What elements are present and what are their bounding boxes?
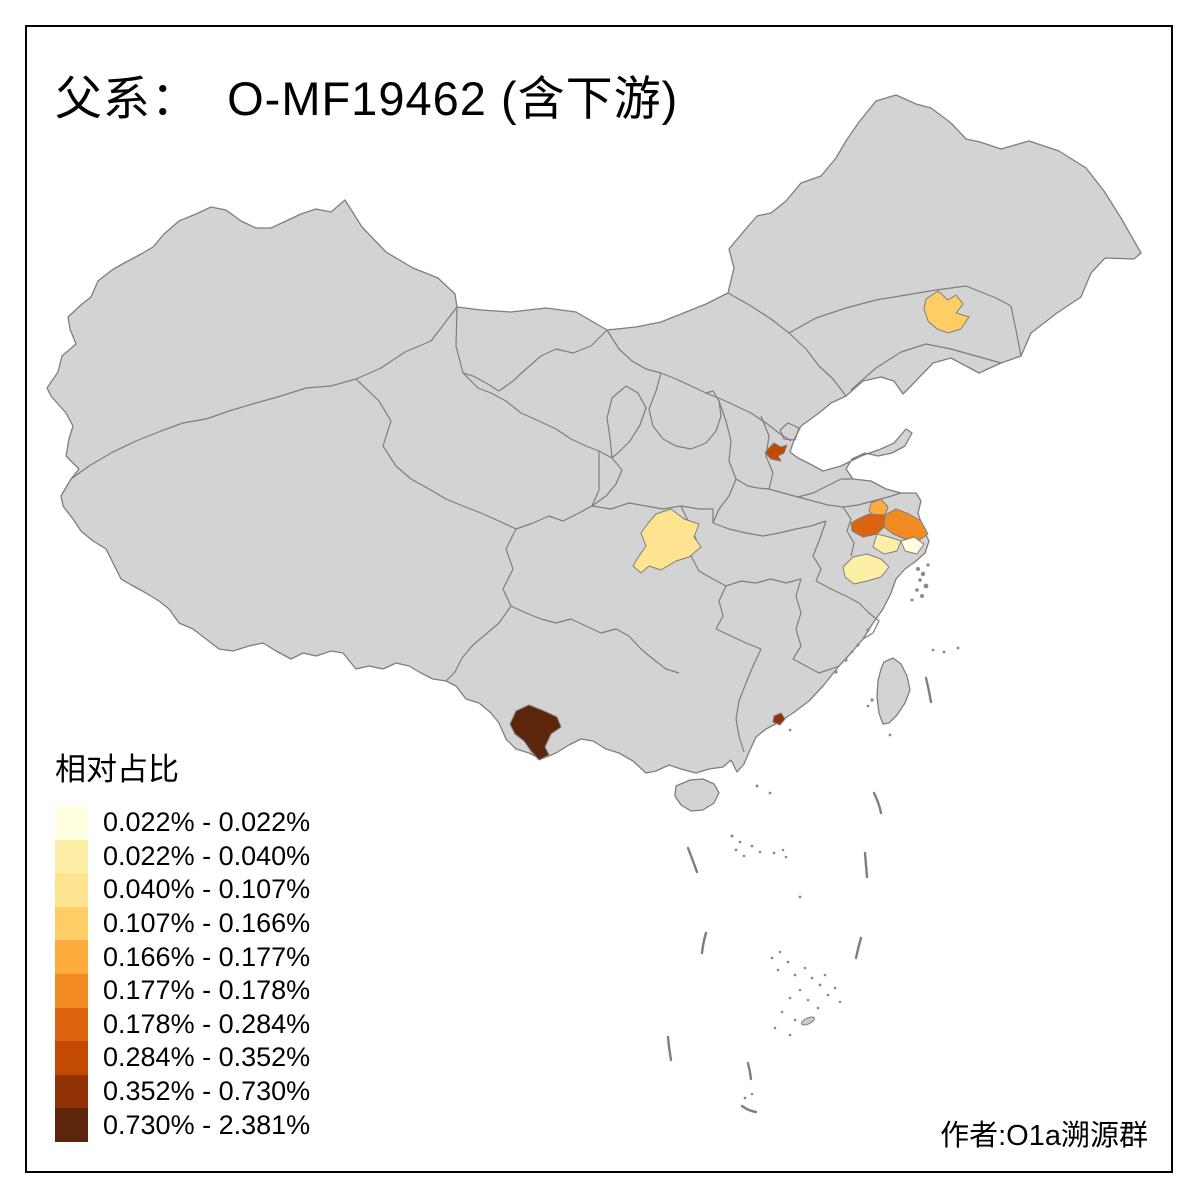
region-shanghai	[900, 536, 925, 555]
legend-item: 0.022% - 0.022%	[55, 806, 310, 840]
nine-dash-line	[666, 676, 933, 1114]
legend-label: 0.166% - 0.177%	[103, 941, 311, 972]
region-northeast-jilin	[923, 290, 970, 334]
legend-swatch	[55, 973, 88, 1008]
china-mainland-outline	[46, 94, 1142, 774]
legend: 相对占比 0.022% - 0.022% 0.022% - 0.040% 0.0…	[55, 744, 310, 1142]
region-north-zhejiang	[842, 553, 890, 585]
legend-swatch	[55, 1007, 88, 1042]
legend-label: 0.022% - 0.040%	[103, 840, 311, 871]
author-credit: 作者:O1a溯源群	[940, 1120, 1148, 1152]
legend-label: 0.178% - 0.284%	[103, 1008, 311, 1039]
region-central-sichuan	[632, 508, 702, 574]
legend-swatch	[55, 1041, 88, 1075]
legend-item: 0.352% - 0.730%	[55, 1074, 311, 1109]
legend-swatch	[55, 873, 88, 907]
region-jiangsu-east	[883, 508, 929, 542]
legend-label: 0.177% - 0.178%	[103, 975, 311, 1006]
legend-item: 0.040% - 0.107%	[55, 873, 310, 907]
legend-swatch	[55, 1074, 88, 1109]
legend-label: 0.022% - 0.022%	[103, 807, 311, 838]
page-title: 父系： O-MF19462 (含下游)	[55, 72, 679, 125]
legend-label: 0.040% - 0.107%	[103, 874, 311, 905]
legend-label: 0.107% - 0.166%	[103, 908, 311, 939]
legend-item: 0.107% - 0.166%	[55, 906, 311, 941]
island-specks	[730, 563, 960, 1100]
legend-rows: 0.022% - 0.022% 0.022% - 0.040% 0.040% -…	[55, 806, 310, 1142]
legend-item: 0.730% - 2.381%	[55, 1108, 310, 1142]
legend-item: 0.022% - 0.040%	[55, 839, 311, 874]
legend-label: 0.284% - 0.352%	[103, 1042, 311, 1073]
region-jiangsu-south	[872, 533, 902, 555]
legend-swatch	[55, 806, 88, 840]
region-pearl-delta	[772, 712, 786, 726]
legend-label: 0.352% - 0.730%	[103, 1076, 311, 1107]
legend-swatch	[55, 1108, 88, 1142]
plot-frame	[25, 25, 1173, 1173]
spratly-island	[801, 1016, 815, 1026]
legend-swatch	[55, 906, 88, 941]
legend-swatch	[55, 940, 88, 974]
legend-item: 0.177% - 0.178%	[55, 973, 311, 1008]
legend-item: 0.166% - 0.177%	[55, 940, 310, 974]
legend-swatch	[55, 839, 88, 874]
taiwan-island	[876, 657, 911, 725]
legend-item: 0.178% - 0.284%	[55, 1007, 311, 1042]
hainan-island	[674, 778, 720, 812]
region-south-yunnan	[509, 704, 562, 761]
legend-item: 0.284% - 0.352%	[55, 1041, 310, 1075]
legend-label: 0.730% - 2.381%	[103, 1109, 311, 1140]
region-tianjin	[764, 442, 788, 462]
legend-title: 相对占比	[55, 752, 179, 787]
